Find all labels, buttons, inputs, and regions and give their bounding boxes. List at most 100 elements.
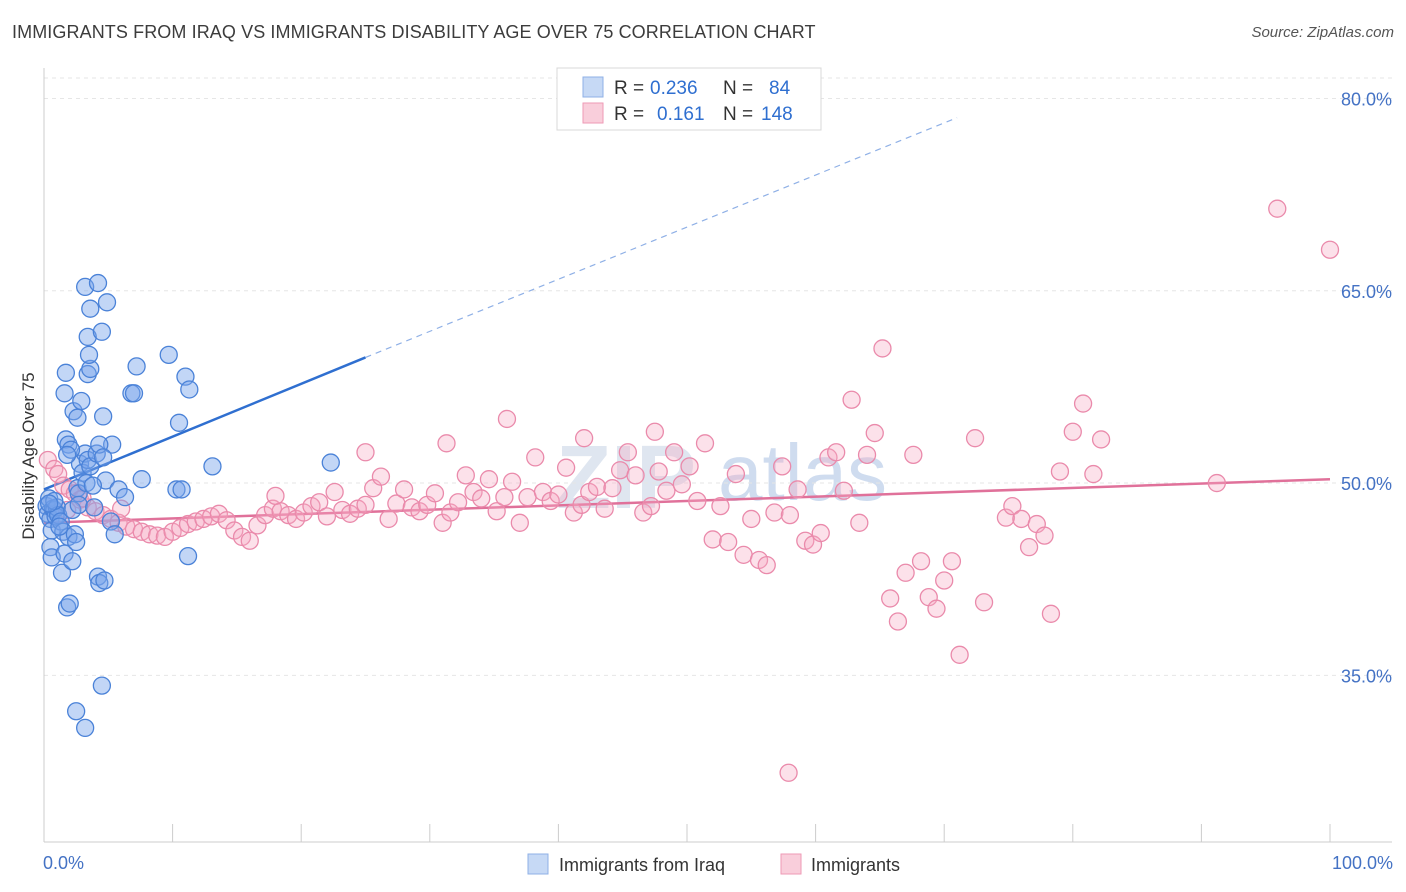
point-immigrants	[574, 429, 594, 448]
point-iraq	[127, 357, 146, 376]
point-iraq	[172, 480, 191, 499]
point-iraq	[92, 322, 112, 341]
point-iraq	[203, 457, 222, 476]
top-legend: R = 0.236 N = 84 R = 0.161 N = 148	[556, 67, 822, 131]
point-immigrants	[935, 571, 954, 590]
point-immigrants	[726, 464, 746, 484]
point-immigrants	[664, 443, 684, 462]
point-immigrants	[1063, 422, 1082, 441]
gridlines	[44, 77, 1392, 676]
point-iraq	[105, 525, 124, 544]
point-immigrants	[888, 612, 908, 631]
legend-swatch-iraq	[582, 76, 604, 98]
point-iraq	[50, 517, 69, 536]
chart-title: IMMIGRANTS FROM IRAQ VS IMMIGRANTS DISAB…	[12, 22, 816, 42]
point-iraq	[81, 299, 100, 318]
point-iraq	[55, 384, 74, 403]
bottom-legend-swatch-immigrants	[780, 853, 802, 875]
point-immigrants	[595, 499, 614, 518]
point-iraq	[76, 718, 95, 738]
point-immigrants	[834, 481, 854, 500]
point-iraq	[39, 494, 59, 513]
point-iraq	[94, 448, 113, 467]
point-immigrants	[1084, 464, 1103, 484]
legend-r-value-iraq: 0.236	[650, 78, 698, 99]
point-immigrants	[610, 461, 630, 480]
watermark-atlas: atlas	[718, 428, 887, 517]
point-immigrants	[688, 491, 707, 511]
point-immigrants	[325, 482, 344, 502]
point-iraq	[79, 345, 99, 365]
legend-r-label-immigrants: R =	[614, 104, 644, 125]
point-immigrants	[927, 599, 946, 618]
point-iraq	[72, 391, 91, 411]
point-iraq	[56, 363, 76, 382]
point-immigrants	[1091, 430, 1111, 449]
trend-line-iraq-extension	[365, 117, 958, 358]
point-iraq	[56, 430, 76, 449]
point-immigrants	[266, 486, 285, 506]
point-iraq	[92, 676, 112, 695]
point-immigrants	[734, 545, 753, 564]
point-immigrants	[1268, 199, 1287, 218]
point-immigrants	[1003, 496, 1022, 516]
point-immigrants	[317, 507, 337, 526]
point-iraq	[68, 408, 87, 427]
point-immigrants	[695, 434, 715, 453]
point-immigrants	[842, 390, 861, 409]
y-tick-label: 65.0%	[1341, 282, 1392, 302]
axes	[43, 68, 1392, 843]
point-immigrants	[425, 484, 445, 503]
point-immigrants	[881, 589, 900, 608]
point-immigrants	[356, 443, 375, 462]
point-iraq	[63, 552, 82, 571]
y-tick-label: 35.0%	[1341, 666, 1392, 686]
point-iraq	[180, 380, 199, 399]
legend-r-value-immigrants: 0.161	[657, 104, 705, 125]
point-iraq	[57, 445, 77, 464]
legend-swatch-immigrants	[582, 102, 604, 124]
point-immigrants	[371, 467, 391, 486]
point-immigrants	[996, 508, 1016, 527]
legend-n-label-iraq: N =	[723, 78, 753, 99]
point-immigrants	[140, 525, 159, 544]
point-immigrants	[310, 493, 329, 512]
point-iraq	[81, 359, 100, 379]
point-immigrants	[502, 472, 522, 491]
point-immigrants	[827, 443, 846, 462]
point-iraq	[88, 273, 108, 293]
point-immigrants	[779, 763, 798, 782]
legend-n-value-immigrants: 148	[761, 104, 793, 125]
point-immigrants	[556, 458, 576, 477]
point-iraq	[78, 327, 97, 347]
point-immigrants	[965, 429, 985, 448]
y-axis-label: Disability Age Over 75	[19, 372, 38, 539]
point-immigrants	[742, 509, 761, 529]
point-immigrants	[911, 552, 931, 571]
point-immigrants	[657, 481, 676, 500]
y-tick-label: 50.0%	[1341, 474, 1392, 494]
point-immigrants	[1050, 462, 1070, 481]
point-immigrants	[437, 434, 456, 453]
point-iraq	[132, 470, 151, 489]
point-immigrants	[719, 532, 738, 552]
x-tick-label: 100.0%	[1332, 853, 1393, 873]
point-immigrants	[1019, 537, 1039, 557]
point-immigrants	[1073, 394, 1093, 413]
legend-n-value-iraq: 84	[769, 78, 791, 99]
point-immigrants	[448, 493, 468, 512]
point-immigrants	[811, 523, 830, 543]
y-tick-label: 80.0%	[1341, 89, 1392, 109]
bottom-legend-label-immigrants: Immigrants	[811, 855, 900, 875]
point-immigrants	[904, 445, 923, 464]
point-immigrants	[765, 503, 784, 522]
trend-line-iraq	[43, 356, 366, 491]
point-iraq	[167, 480, 186, 499]
point-iraq	[67, 532, 86, 552]
trend-line-immigrants	[43, 477, 1331, 525]
point-immigrants	[518, 488, 537, 507]
point-immigrants	[487, 502, 506, 521]
point-immigrants	[549, 485, 568, 504]
point-iraq	[321, 453, 340, 472]
